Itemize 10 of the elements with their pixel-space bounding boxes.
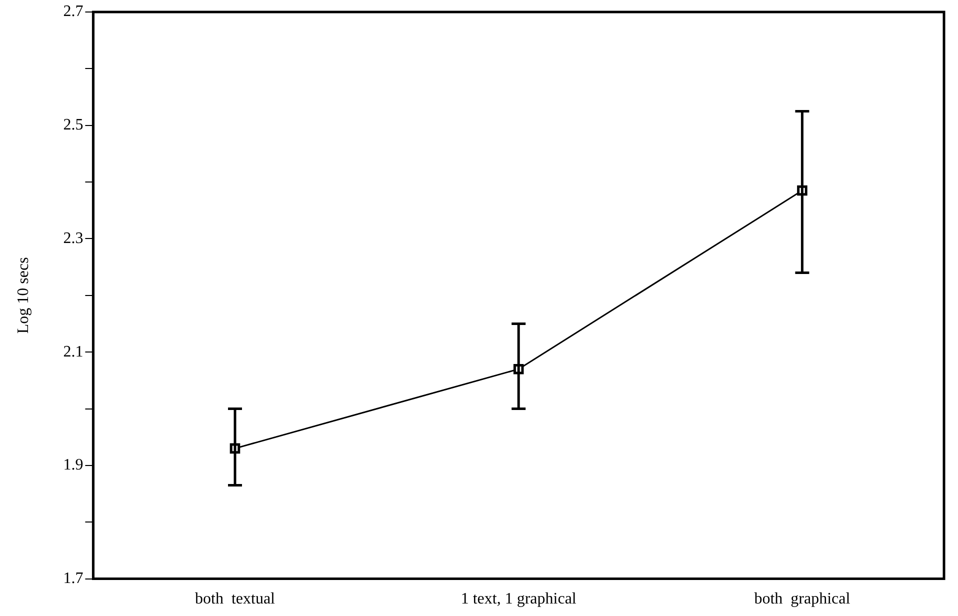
- y-tick-label: 2.7: [63, 3, 84, 20]
- x-tick-label: both graphical: [754, 590, 851, 608]
- y-tick-label: 2.3: [63, 230, 84, 247]
- x-tick-label: 1 text, 1 graphical: [460, 590, 577, 608]
- x-tick-label: both textual: [195, 590, 276, 608]
- y-tick-label: 2.5: [63, 116, 84, 134]
- y-tick-label: 1.9: [63, 456, 84, 474]
- y-axis-title: Log 10 secs: [14, 257, 32, 334]
- y-tick-label: 2.1: [63, 343, 84, 360]
- y-tick-label: 1.7: [63, 570, 84, 588]
